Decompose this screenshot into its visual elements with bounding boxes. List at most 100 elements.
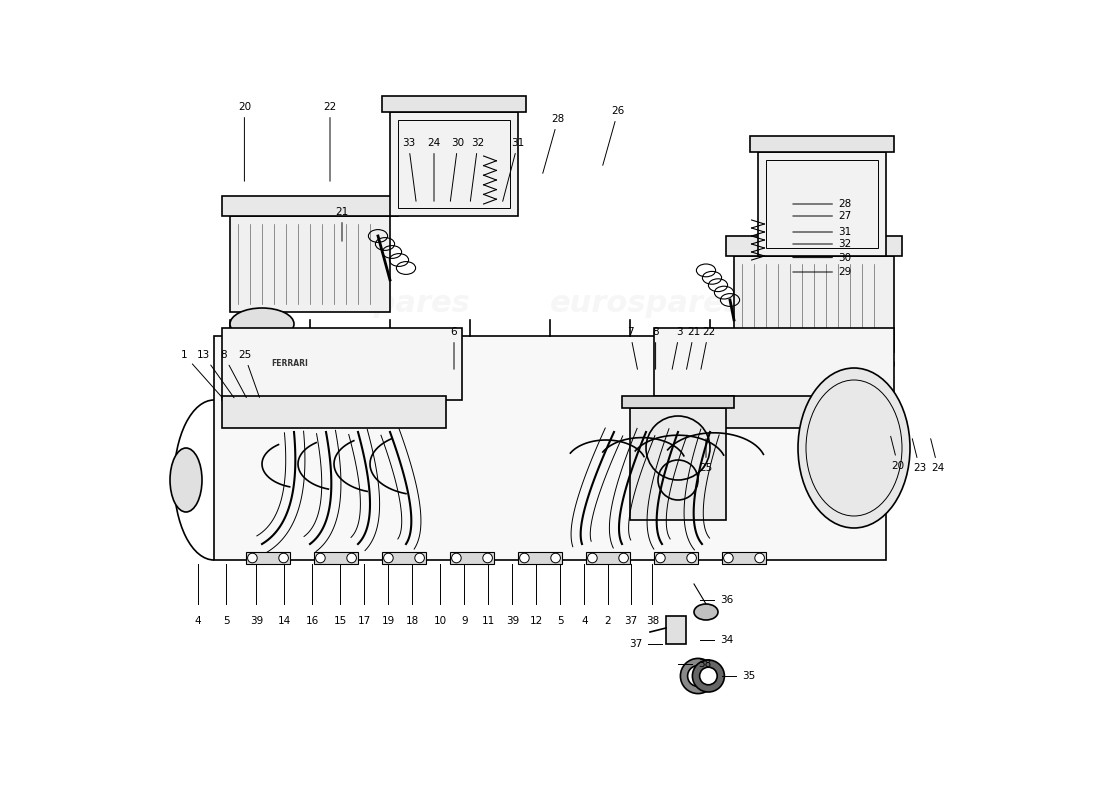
Ellipse shape [519, 554, 529, 563]
Text: eurospares: eurospares [277, 290, 471, 318]
Text: 37: 37 [629, 639, 642, 649]
Bar [222, 396, 446, 428]
Text: 30: 30 [793, 253, 851, 262]
Text: 30: 30 [450, 138, 464, 202]
Text: 25: 25 [700, 438, 713, 473]
Text: 20: 20 [891, 436, 904, 470]
Text: 15: 15 [333, 616, 346, 626]
Bar [382, 552, 426, 564]
Ellipse shape [688, 666, 708, 686]
Ellipse shape [316, 554, 326, 563]
Text: 22: 22 [323, 102, 337, 182]
Text: 8: 8 [220, 350, 246, 398]
Ellipse shape [483, 554, 493, 563]
Text: 37: 37 [624, 616, 637, 626]
Text: 16: 16 [306, 616, 319, 626]
Text: 27: 27 [793, 211, 851, 221]
Text: 34: 34 [720, 635, 734, 645]
Text: 31: 31 [793, 227, 851, 237]
Text: 5: 5 [557, 616, 563, 626]
Ellipse shape [700, 667, 717, 685]
Text: 29: 29 [793, 267, 851, 277]
Ellipse shape [384, 554, 393, 563]
Text: 39: 39 [506, 616, 519, 626]
Bar [586, 552, 630, 564]
Bar [382, 96, 526, 112]
Ellipse shape [230, 308, 294, 340]
Text: 2: 2 [604, 616, 611, 626]
Ellipse shape [692, 660, 725, 692]
Text: 33: 33 [402, 138, 416, 202]
Text: 20: 20 [238, 102, 251, 182]
Bar [654, 328, 894, 400]
Text: 9: 9 [461, 616, 468, 626]
Text: 5: 5 [222, 616, 229, 626]
Bar [654, 552, 698, 564]
Text: 3: 3 [672, 327, 683, 370]
Bar [230, 216, 390, 312]
Bar [750, 136, 894, 152]
Ellipse shape [452, 554, 461, 563]
Text: 24: 24 [428, 138, 441, 202]
Bar [654, 396, 878, 428]
Text: 8: 8 [652, 327, 659, 370]
Ellipse shape [694, 604, 718, 620]
Text: 1: 1 [182, 350, 222, 398]
Text: 28: 28 [542, 114, 564, 174]
Text: 32: 32 [471, 138, 485, 202]
Bar [630, 408, 726, 520]
Ellipse shape [681, 658, 716, 694]
Text: 6: 6 [451, 327, 458, 370]
Ellipse shape [415, 554, 425, 563]
Text: 24: 24 [931, 438, 945, 473]
Bar [621, 396, 734, 408]
Bar [222, 328, 462, 400]
Text: 4: 4 [581, 616, 587, 626]
Ellipse shape [551, 554, 560, 563]
Bar [766, 160, 878, 248]
Bar [450, 552, 494, 564]
Bar [314, 552, 358, 564]
Text: 31: 31 [503, 138, 525, 202]
Text: 10: 10 [433, 616, 447, 626]
Text: 21: 21 [336, 207, 349, 242]
Ellipse shape [686, 554, 696, 563]
Text: eurospares: eurospares [550, 290, 742, 318]
Ellipse shape [755, 554, 764, 563]
Text: 32: 32 [793, 239, 851, 249]
Bar [214, 336, 886, 560]
Bar [726, 236, 902, 256]
Text: 19: 19 [382, 616, 395, 626]
Text: eurospares: eurospares [550, 506, 742, 534]
Bar [390, 112, 518, 216]
Text: 21: 21 [686, 327, 701, 370]
Text: 4: 4 [195, 616, 201, 626]
Text: FERRARI: FERRARI [272, 359, 308, 369]
Text: 11: 11 [482, 616, 495, 626]
Text: 18: 18 [406, 616, 419, 626]
Ellipse shape [587, 554, 597, 563]
Bar [666, 616, 686, 644]
Ellipse shape [656, 554, 666, 563]
Text: 23: 23 [912, 438, 926, 473]
Bar [734, 256, 894, 352]
Bar [722, 552, 766, 564]
Ellipse shape [248, 554, 257, 563]
Text: 28: 28 [793, 199, 851, 209]
Bar [758, 152, 886, 256]
Bar [222, 196, 398, 216]
Ellipse shape [830, 348, 894, 380]
Text: 36: 36 [720, 595, 734, 605]
Text: 14: 14 [278, 616, 292, 626]
Bar [398, 120, 510, 208]
Bar [246, 552, 290, 564]
Ellipse shape [170, 448, 202, 512]
Text: 38: 38 [698, 659, 712, 669]
Text: 12: 12 [530, 616, 543, 626]
Ellipse shape [724, 554, 734, 563]
Ellipse shape [619, 554, 628, 563]
Ellipse shape [346, 554, 356, 563]
Text: 13: 13 [197, 350, 234, 398]
Text: 17: 17 [358, 616, 371, 626]
Text: 7: 7 [627, 327, 638, 370]
